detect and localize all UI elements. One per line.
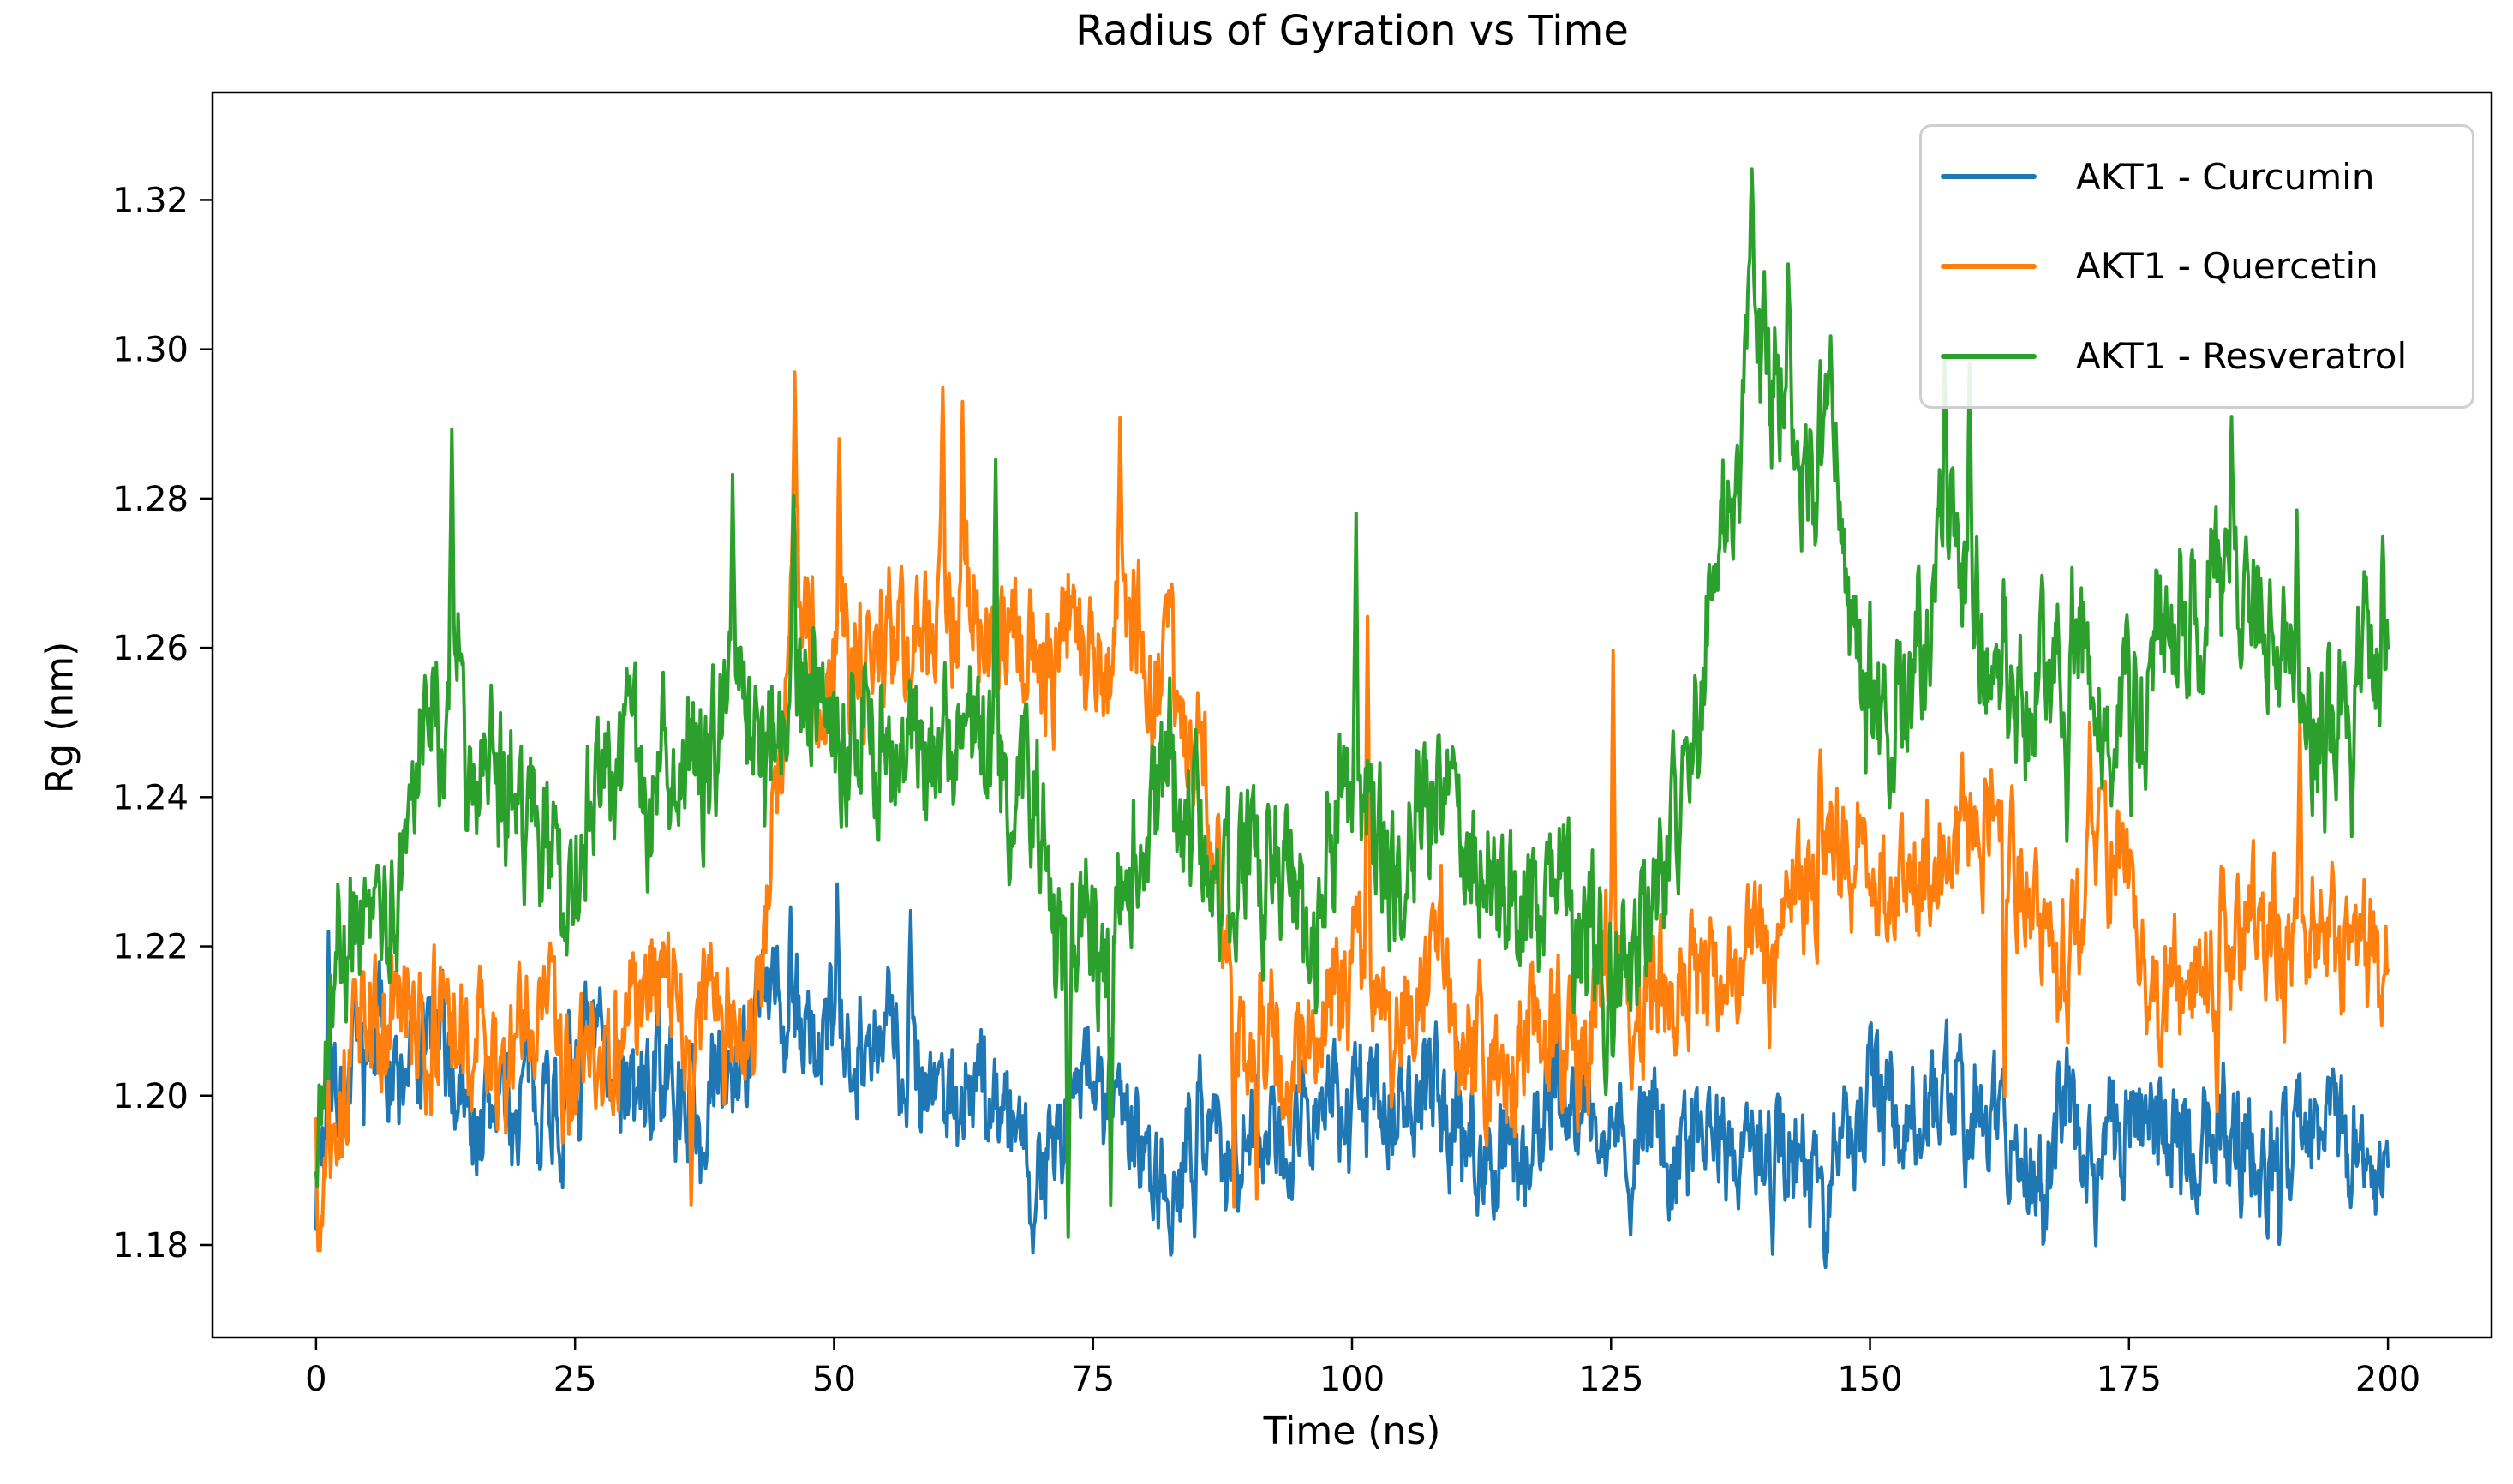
legend-label: AKT1 - Resveratrol [2076, 335, 2408, 378]
y-tick-label: 1.24 [112, 778, 188, 817]
resveratrol-line-swatch-icon [1941, 353, 2037, 359]
x-tick-label: 0 [305, 1360, 326, 1399]
series-line-akt1-resveratrol [314, 167, 2390, 1239]
x-tick-label: 175 [2097, 1360, 2162, 1399]
curcumin-line-swatch-icon [1941, 174, 2037, 180]
legend-item-akt1-quercetin: AKT1 - Quercetin [1922, 245, 2472, 287]
y-tick-label: 1.22 [112, 928, 188, 967]
y-axis-label: Rg (nm) [38, 641, 82, 794]
legend-item-akt1-curcumin: AKT1 - Curcumin [1922, 156, 2472, 198]
legend-label: AKT1 - Quercetin [2076, 245, 2378, 288]
y-tick-label: 1.32 [112, 181, 188, 220]
chart-title: Radius of Gyration vs Time [1075, 7, 1629, 55]
y-tick-label: 1.26 [112, 629, 188, 668]
y-tick-label: 1.18 [112, 1226, 188, 1266]
y-tick-label: 1.20 [112, 1077, 188, 1116]
y-tick-label: 1.30 [112, 331, 188, 370]
legend-label: AKT1 - Curcumin [2076, 155, 2375, 198]
legend-item-akt1-resveratrol: AKT1 - Resveratrol [1922, 335, 2472, 377]
y-tick-label: 1.28 [112, 480, 188, 519]
y-axis-ticks: 1.18 1.20 1.22 1.24 1.26 1.28 1.30 1.32 [112, 181, 212, 1266]
series-lines [314, 167, 2390, 1270]
x-tick-label: 50 [812, 1360, 856, 1399]
x-axis-label: Time (ns) [1263, 1409, 1441, 1453]
x-tick-label: 125 [1578, 1360, 1643, 1399]
x-tick-label: 25 [553, 1360, 597, 1399]
x-tick-label: 150 [1837, 1360, 1902, 1399]
quercetin-line-swatch-icon [1941, 263, 2037, 269]
series-line-akt1-curcumin [314, 882, 2390, 1270]
x-tick-label: 100 [1319, 1360, 1385, 1399]
series-line-akt1-quercetin [314, 370, 2390, 1253]
x-tick-label: 75 [1071, 1360, 1115, 1399]
legend-box: AKT1 - Curcumin AKT1 - Quercetin AKT1 - … [1919, 124, 2474, 409]
x-axis-ticks: 0 25 50 75 100 125 150 175 200 [305, 1337, 2420, 1399]
x-tick-label: 200 [2355, 1360, 2420, 1399]
